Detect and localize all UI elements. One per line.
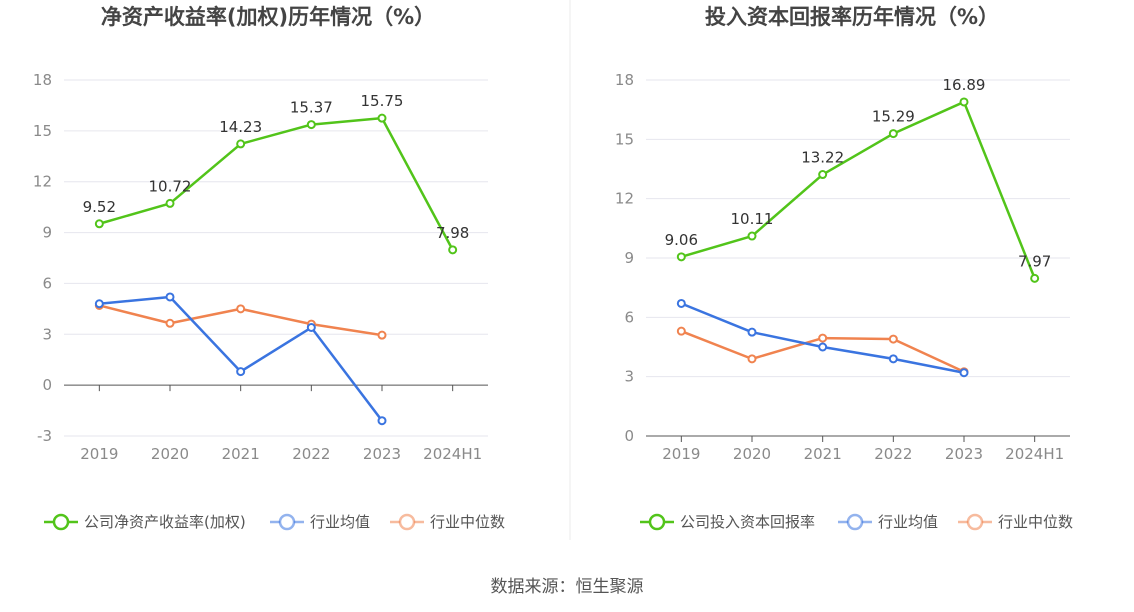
y-tick-label: 18	[615, 71, 634, 89]
data-label: 7.97	[1018, 252, 1051, 270]
data-label: 16.89	[943, 76, 986, 94]
y-tick-label: -3	[37, 427, 52, 445]
data-point-median	[165, 318, 175, 328]
x-tick-label: 2021	[222, 445, 260, 463]
data-point-avg	[306, 323, 316, 333]
data-point-median	[747, 354, 757, 364]
data-point-company	[1030, 273, 1040, 283]
data-label: 14.23	[219, 118, 262, 136]
legend-marker-median	[966, 513, 984, 531]
data-label: 9.06	[665, 231, 698, 249]
data-point-company	[165, 198, 175, 208]
data-point-median	[818, 333, 828, 343]
y-tick-label: 15	[615, 130, 634, 148]
data-point-company	[448, 245, 458, 255]
chart-title: 投入资本回报率历年情况（%）	[705, 5, 999, 29]
data-point-avg	[377, 416, 387, 426]
data-point-company	[747, 231, 757, 241]
data-point-company	[236, 139, 246, 149]
legend-label: 公司投入资本回报率	[680, 513, 815, 531]
data-point-median	[676, 326, 686, 336]
data-point-company	[377, 113, 387, 123]
y-tick-label: 6	[42, 274, 52, 292]
data-point-avg	[94, 299, 104, 309]
x-tick-label: 2024H1	[1005, 445, 1064, 463]
data-point-avg	[818, 342, 828, 352]
y-tick-label: 15	[33, 122, 52, 140]
legend-label: 行业均值	[878, 513, 938, 531]
legend-item[interactable]: 行业均值	[838, 513, 938, 531]
x-tick-label: 2022	[292, 445, 330, 463]
x-tick-label: 2019	[80, 445, 118, 463]
roe-chart-panel: 净资产收益率(加权)历年情况（%） -3 0 3 6 9 12 15 18 2019 2020 202…	[33, 5, 505, 531]
legend-marker-company	[52, 513, 70, 531]
legend-marker-median	[398, 513, 416, 531]
x-tick-label: 2020	[151, 445, 189, 463]
legend-label: 行业中位数	[430, 513, 505, 531]
data-label: 15.29	[872, 108, 915, 126]
data-point-avg	[747, 327, 757, 337]
data-label: 15.75	[361, 92, 404, 110]
legend-label: 公司净资产收益率(加权)	[84, 513, 246, 531]
data-point-company	[818, 170, 828, 180]
legend-item[interactable]: 公司净资产收益率(加权)	[44, 513, 246, 531]
data-point-avg	[165, 292, 175, 302]
data-point-company	[676, 252, 686, 262]
data-point-company	[888, 129, 898, 139]
y-tick-label: 0	[42, 376, 52, 394]
x-tick-label: 2024H1	[423, 445, 482, 463]
roic-chart-panel: 投入资本回报率历年情况（%） 0 3 6 9 12 15 18 2019 2020 2021 2022…	[615, 5, 1073, 531]
series-line-company	[98, 116, 454, 251]
y-tick-label: 18	[33, 71, 52, 89]
legend-label: 行业均值	[310, 513, 370, 531]
y-tick-label: 9	[42, 224, 52, 242]
data-point-median	[377, 330, 387, 340]
data-label: 9.52	[83, 198, 116, 216]
legend-item[interactable]: 行业中位数	[958, 513, 1073, 531]
data-label: 10.72	[149, 177, 192, 195]
data-point-company	[306, 120, 316, 130]
data-point-avg	[888, 354, 898, 364]
legend-marker-avg	[278, 513, 296, 531]
y-tick-label: 12	[33, 173, 52, 191]
data-source: 数据来源：恒生聚源	[491, 577, 644, 597]
data-point-avg	[236, 367, 246, 377]
data-point-median	[236, 304, 246, 314]
data-point-avg	[959, 368, 969, 378]
y-tick-label: 3	[42, 325, 52, 343]
data-label: 10.11	[731, 210, 774, 228]
data-point-company	[94, 219, 104, 229]
x-tick-label: 2023	[945, 445, 983, 463]
y-tick-label: 3	[624, 368, 634, 386]
y-tick-label: 9	[624, 249, 634, 267]
legend-marker-company	[648, 513, 666, 531]
data-label: 7.98	[436, 224, 469, 242]
x-tick-label: 2020	[733, 445, 771, 463]
x-tick-label: 2023	[363, 445, 401, 463]
legend-label: 行业中位数	[998, 513, 1073, 531]
data-label: 13.22	[801, 149, 844, 167]
legend-marker-avg	[846, 513, 864, 531]
data-point-company	[959, 97, 969, 107]
legend-item[interactable]: 行业中位数	[390, 513, 505, 531]
y-tick-label: 0	[624, 427, 634, 445]
data-point-avg	[676, 298, 686, 308]
x-tick-label: 2021	[804, 445, 842, 463]
legend-item[interactable]: 公司投入资本回报率	[640, 513, 815, 531]
x-tick-label: 2022	[874, 445, 912, 463]
data-label: 15.37	[290, 99, 333, 117]
y-tick-label: 12	[615, 190, 634, 208]
data-point-median	[888, 334, 898, 344]
x-tick-label: 2019	[662, 445, 700, 463]
chart-title: 净资产收益率(加权)历年情况（%）	[101, 5, 435, 29]
y-tick-label: 6	[624, 308, 634, 326]
legend-item[interactable]: 行业均值	[270, 513, 370, 531]
series-line-company	[680, 100, 1036, 279]
